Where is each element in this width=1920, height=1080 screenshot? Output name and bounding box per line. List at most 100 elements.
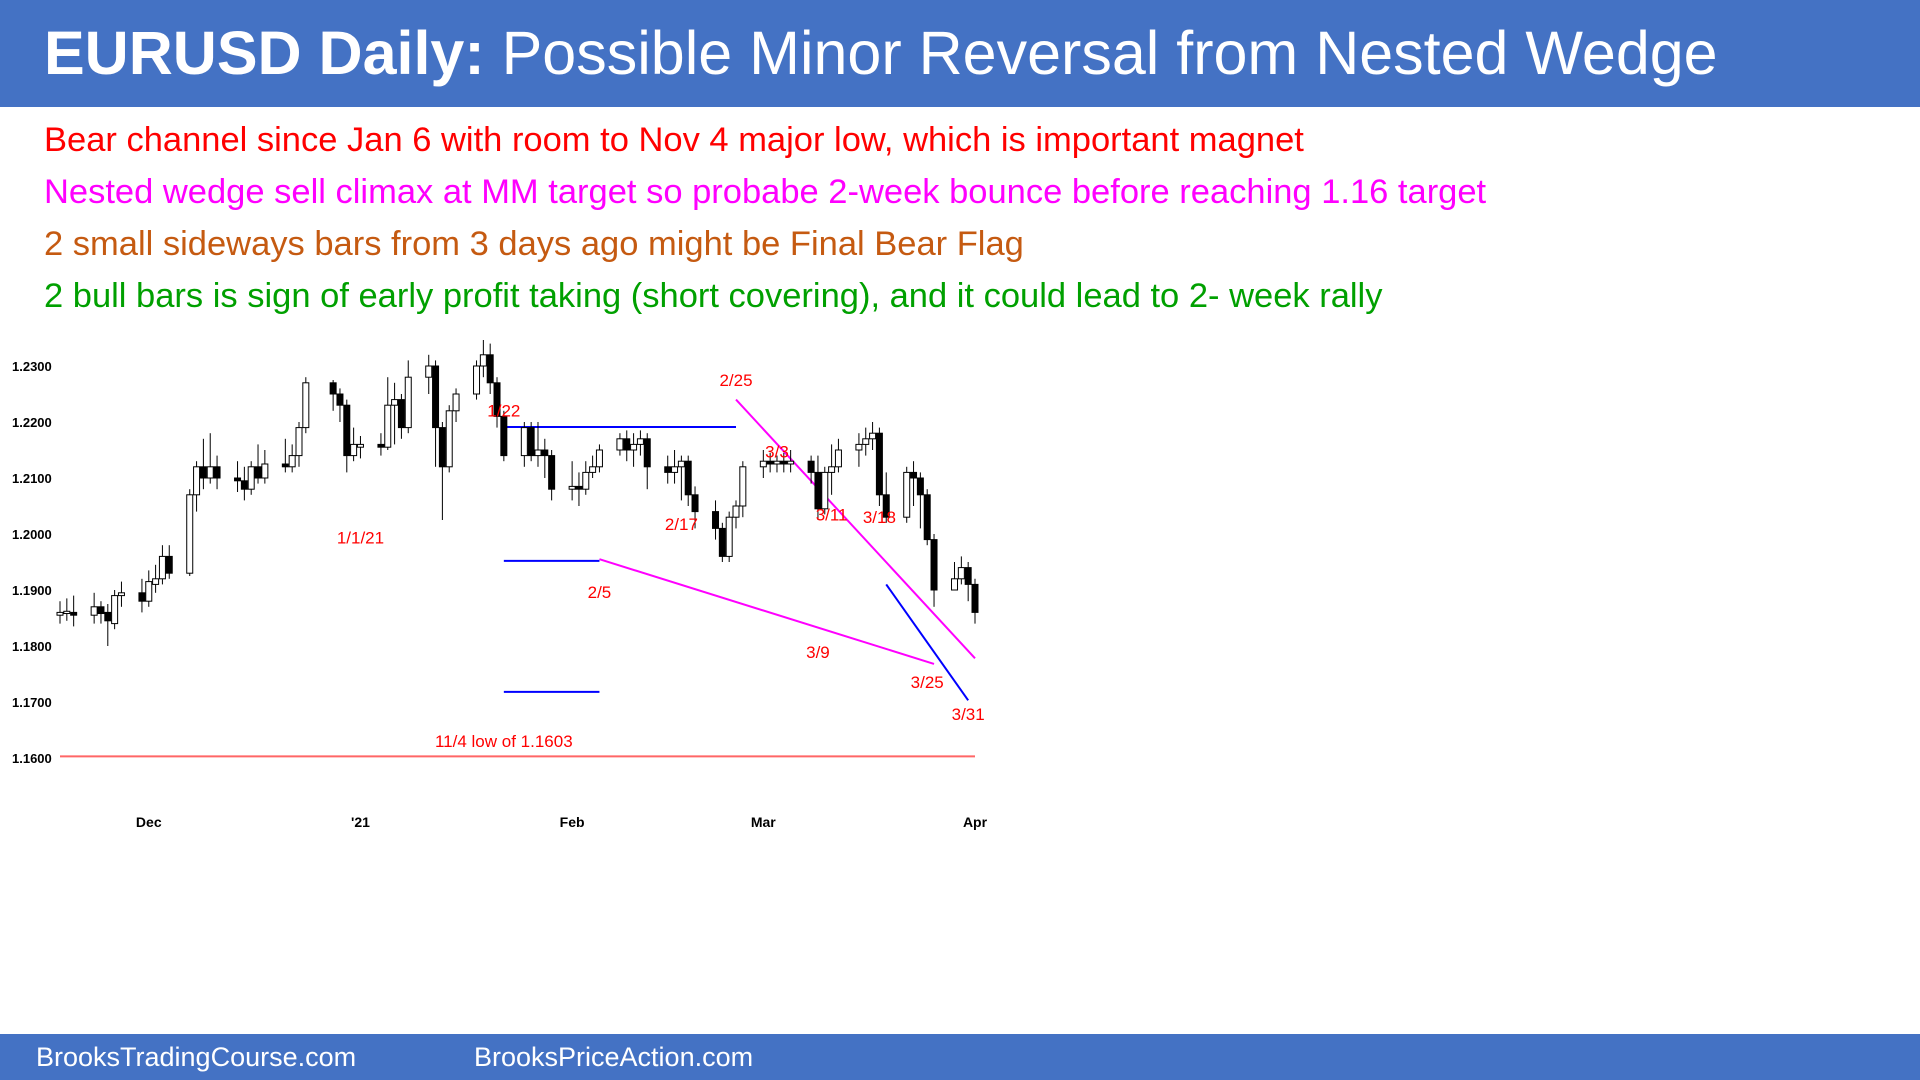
- bear-candle-body: [199, 466, 207, 479]
- candle: [548, 450, 556, 501]
- bull-candle-body: [595, 449, 603, 468]
- bull-candle-body: [152, 578, 160, 585]
- bear-candle-body: [807, 460, 815, 473]
- bear-candle-body: [377, 443, 385, 448]
- candle: [780, 452, 788, 473]
- candle: [630, 433, 638, 467]
- bull-candle-body: [568, 485, 576, 490]
- candle: [643, 433, 651, 490]
- candle: [834, 438, 842, 473]
- bear-candle-body: [343, 404, 351, 457]
- bull-candle-body: [145, 581, 153, 602]
- candle: [575, 472, 583, 506]
- y-tick-label: 1.2200: [12, 415, 52, 430]
- bull-candle-body: [158, 555, 166, 580]
- bear-candle-body: [336, 393, 344, 406]
- bear-candle-body: [664, 466, 672, 473]
- footer-bar: [0, 1034, 1920, 1080]
- bear-candle-body: [397, 399, 405, 429]
- candle: [138, 578, 146, 613]
- bull-candle-body: [869, 432, 877, 440]
- candle: [261, 450, 269, 484]
- bull-candle-body: [957, 567, 965, 580]
- bull-candle-body: [636, 438, 644, 445]
- y-axis: 1.1600 1.1700 1.1800 1.1900 1.2000 1.2100 1.22…: [12, 359, 52, 766]
- bull-candle-body: [56, 611, 64, 616]
- chart-annotation: 3/11: [816, 506, 848, 525]
- candle: [807, 455, 815, 484]
- note-bear-channel: Bear channel since Jan 6 with room to No…: [44, 121, 1304, 159]
- candle: [104, 604, 112, 646]
- bear-candle-body: [432, 365, 440, 429]
- bear-candle-body: [684, 460, 692, 496]
- bull-candle-body: [787, 460, 795, 465]
- candle: [616, 433, 624, 456]
- chart-annotation: 2/25: [719, 371, 752, 390]
- candle: [186, 489, 194, 576]
- bull-candle-body: [479, 354, 487, 367]
- bear-candle-body: [165, 555, 173, 574]
- x-axis: Dec '21 Feb Mar Apr: [136, 814, 988, 830]
- chart-annotation: 11/4 low of 1.1603: [435, 732, 573, 751]
- bull-candle-body: [582, 471, 590, 490]
- candle: [145, 570, 153, 607]
- chart-annotation: 1/22: [487, 401, 520, 420]
- candle: [473, 360, 481, 400]
- candle: [951, 562, 959, 591]
- candle: [254, 444, 262, 484]
- bull-candle-body: [404, 376, 412, 429]
- bear-candle-body: [718, 527, 726, 557]
- footer-site-priceaction[interactable]: BrooksPriceAction.com: [474, 1042, 754, 1072]
- price-chart: 1.1600 1.1700 1.1800 1.1900 1.2000 1.2100 1.22…: [12, 340, 988, 830]
- candle: [158, 545, 166, 585]
- bear-candle-body: [971, 583, 979, 613]
- bull-candle-body: [473, 365, 481, 395]
- candle: [452, 388, 460, 422]
- bull-candle-body: [350, 443, 358, 457]
- candle: [493, 377, 501, 428]
- footer-site-course[interactable]: BrooksTradingCourse.com: [36, 1042, 357, 1072]
- bull-candle-body: [616, 438, 624, 451]
- candle: [56, 601, 64, 624]
- y-tick-label: 1.1900: [12, 583, 52, 598]
- bear-candle-body: [623, 438, 631, 451]
- candle: [595, 444, 603, 473]
- candle: [814, 455, 822, 520]
- bear-candle-body: [234, 477, 242, 482]
- bear-candle-body: [493, 382, 501, 417]
- candle: [199, 438, 207, 490]
- candle: [247, 461, 255, 495]
- bear-candle-body: [964, 567, 972, 585]
- bear-candle-body: [548, 455, 556, 490]
- bear-candle-body: [70, 611, 78, 616]
- bull-candle-body: [534, 449, 542, 457]
- bear-candle-body: [438, 427, 446, 468]
- candle: [404, 360, 412, 434]
- bull-candle-body: [862, 438, 870, 445]
- note-nested-wedge: Nested wedge sell climax at MM target so…: [44, 173, 1487, 211]
- candle: [165, 545, 173, 579]
- candle: [869, 422, 877, 450]
- candle: [377, 433, 385, 456]
- candle: [882, 472, 890, 523]
- candle: [152, 564, 160, 593]
- candle: [957, 556, 965, 585]
- chart-annotation: 2/5: [588, 583, 612, 602]
- bull-candle-body: [739, 466, 747, 507]
- bear-candle-body: [575, 485, 583, 490]
- candle: [759, 450, 767, 478]
- candle: [63, 598, 71, 621]
- candle: [500, 410, 508, 462]
- note-final-bear-flag: 2 small sideways bars from 3 days ago mi…: [44, 225, 1024, 263]
- candle: [527, 422, 535, 462]
- bull-candle-body: [671, 466, 679, 473]
- candle: [821, 466, 829, 515]
- chart-annotation: 3/25: [911, 673, 944, 692]
- chart-annotation: 1/1/21: [337, 529, 384, 548]
- bear-candle-body: [240, 480, 248, 490]
- candle: [862, 427, 870, 456]
- candle: [520, 422, 528, 467]
- bear-candle-body: [780, 460, 788, 465]
- candle: [329, 380, 337, 411]
- candle: [718, 522, 726, 562]
